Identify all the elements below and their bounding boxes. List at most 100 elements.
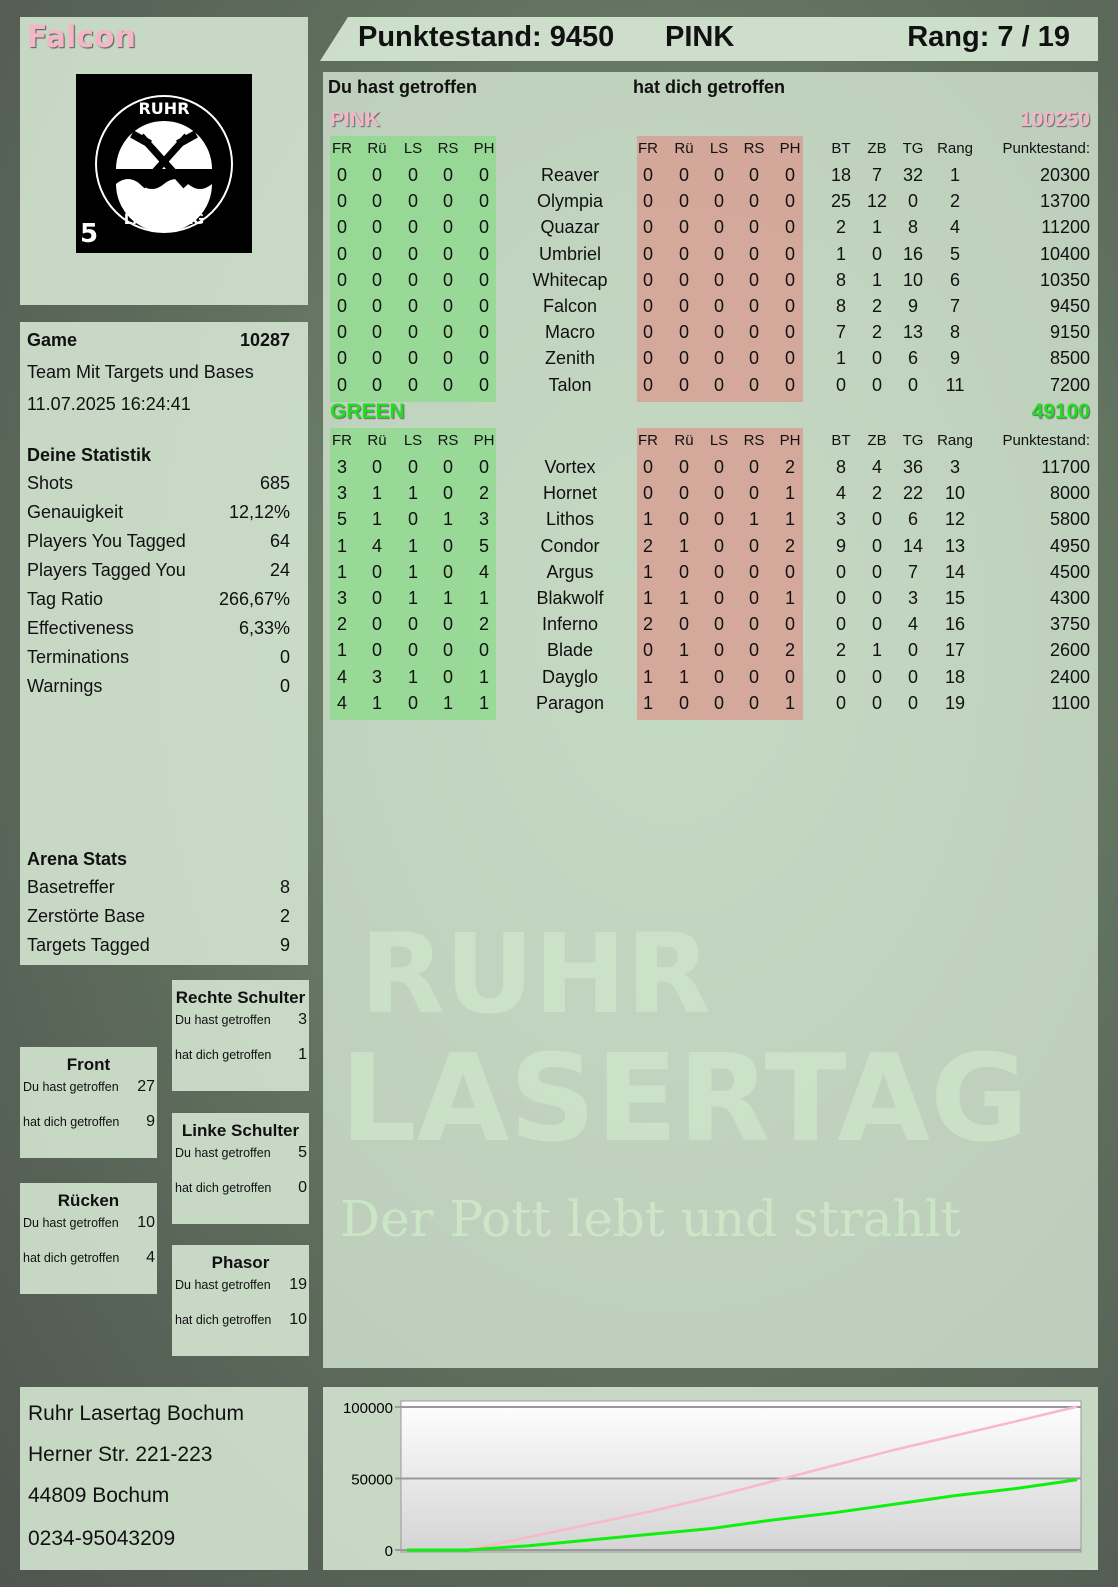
stat-label: Effectiveness [27, 618, 134, 638]
stat-cell: 3 [949, 457, 961, 477]
address-street: Herner Str. 221-223 [28, 1443, 213, 1466]
stat-cell: 2 [871, 296, 883, 316]
hit-you-cell: 0 [642, 640, 654, 661]
stat-cell: 13 [944, 535, 966, 556]
you-hit-cell: 0 [407, 243, 419, 264]
you-hit-cell: 0 [442, 483, 454, 504]
header-hit-you: PH [779, 140, 801, 157]
y-tick-label: 100000 [343, 1400, 393, 1417]
you-hit-value: 19 [289, 1276, 307, 1293]
header-stat: TG [902, 432, 924, 449]
player-name-cell: Olympia [536, 191, 604, 212]
you-hit-cell: 0 [442, 561, 454, 582]
you-hit-cell: 1 [442, 692, 454, 713]
hit-you-cell: 0 [748, 588, 760, 608]
hit-you-label: hat dich getroffen [23, 1251, 120, 1265]
stat-cell: 2 [871, 322, 883, 343]
you-hit-cell: 3 [478, 509, 490, 530]
you-hit-cell: 0 [336, 165, 348, 185]
you-hit-cell: 0 [478, 322, 490, 343]
stat-cell: 7 [907, 561, 919, 582]
you-hit-cell: 0 [442, 322, 454, 343]
y-tick-label: 0 [385, 1543, 393, 1560]
you-hit-cell: 0 [442, 243, 454, 264]
score-cell: 8500 [1049, 348, 1090, 369]
arena-stat-value: 9 [279, 935, 290, 955]
stat-cell: 32 [902, 165, 924, 185]
hit-you-cell: 0 [748, 296, 760, 316]
player-name-cell: Falcon [542, 296, 598, 316]
header-you-hit: LS [403, 140, 423, 157]
you-hit-cell: 0 [478, 191, 490, 212]
you-hit-cell: 0 [407, 322, 419, 343]
body-part-title: Linke Schulter [181, 1121, 300, 1140]
you-hit-cell: 0 [478, 296, 490, 316]
header-hit-you: LS [709, 140, 729, 157]
hit-you-value: 4 [146, 1249, 155, 1266]
address-name: Ruhr Lasertag Bochum [28, 1402, 244, 1425]
logo-badge-number: 5 [80, 219, 98, 249]
you-hit-cell: 0 [442, 217, 454, 238]
stat-cell: 14 [902, 535, 924, 556]
header-hit-you: RS [743, 140, 765, 157]
score-cell: 9150 [1049, 322, 1090, 343]
hit-you-cell: 1 [784, 588, 796, 608]
you-hit-cell: 1 [371, 483, 383, 504]
player-name-cell: Zenith [544, 348, 596, 369]
hit-you-cell: 0 [784, 243, 796, 264]
hit-you-column-bg [637, 136, 803, 402]
hit-you-value: 1 [298, 1046, 307, 1063]
stat-cell: 0 [871, 561, 883, 582]
stat-cell: 16 [902, 243, 924, 264]
hit-you-cell: 0 [678, 269, 690, 290]
header-hit-you: PH [779, 432, 801, 449]
stat-value: 266,67% [218, 589, 290, 609]
player-name-cell: Whitecap [532, 269, 608, 290]
hit-you-cell: 1 [784, 692, 796, 713]
stat-cell: 4 [835, 483, 847, 504]
stat-cell: 7 [949, 296, 961, 316]
you-hit-cell: 5 [478, 535, 490, 556]
game-label: Game [27, 330, 78, 350]
player-name-cell: Condor [540, 535, 600, 556]
header-hit-you: RS [743, 432, 765, 449]
score-cell: 4300 [1049, 588, 1090, 608]
hit-you-cell: 1 [784, 509, 796, 530]
score-cell: 4950 [1049, 535, 1090, 556]
logo-top-text: RUHR [138, 99, 189, 118]
hit-you-cell: 0 [784, 217, 796, 238]
stat-cell: 17 [944, 640, 966, 661]
you-hit-cell: 0 [407, 165, 419, 185]
you-hit-cell: 0 [336, 269, 348, 290]
hit-you-cell: 1 [642, 692, 654, 713]
team-label: PINK [665, 21, 735, 53]
hit-you-value: 0 [298, 1179, 307, 1196]
you-hit-cell: 4 [478, 561, 490, 582]
stat-cell: 8 [835, 296, 847, 316]
score-cell: 13700 [1039, 191, 1090, 212]
hit-you-cell: 0 [713, 588, 725, 608]
score-cell: 20300 [1039, 165, 1090, 185]
hit-you-cell: 0 [748, 191, 760, 212]
you-hit-column-bg [330, 136, 496, 402]
you-hit-cell: 0 [371, 269, 383, 290]
hit-you-cell: 0 [784, 348, 796, 369]
you-hit-cell: 0 [371, 640, 383, 661]
stat-cell: 12 [944, 509, 966, 530]
you-hit-cell: 0 [371, 374, 383, 395]
stat-cell: 10 [902, 269, 924, 290]
hit-you-cell: 0 [678, 322, 690, 343]
stat-cell: 0 [871, 374, 883, 395]
you-hit-cell: 0 [478, 457, 490, 477]
hit-you-cell: 0 [784, 374, 796, 395]
score-cell: 9450 [1049, 296, 1090, 316]
hit-you-cell: 1 [642, 561, 654, 582]
address-phone: 0234-95043209 [28, 1527, 176, 1550]
hit-you-cell: 0 [784, 165, 796, 185]
hit-you-cell: 2 [784, 535, 796, 556]
you-hit-cell: 0 [442, 535, 454, 556]
stat-cell: 9 [949, 348, 961, 369]
address-city: 44809 Bochum [28, 1484, 170, 1507]
you-hit-cell: 0 [442, 296, 454, 316]
header-stat: ZB [867, 432, 887, 449]
